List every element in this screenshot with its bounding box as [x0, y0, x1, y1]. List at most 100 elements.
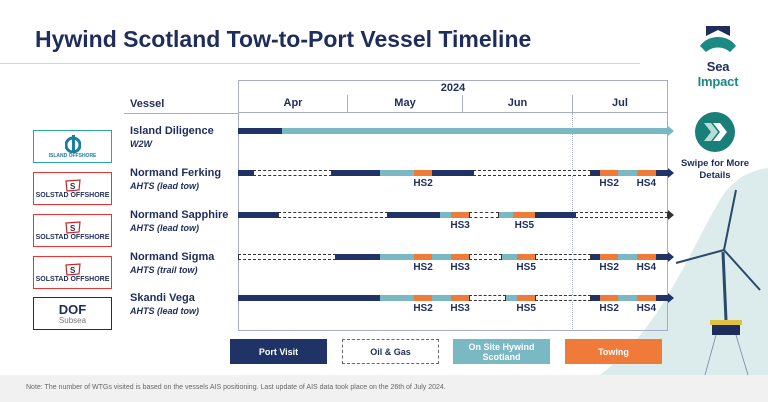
segment-on-site	[380, 254, 414, 260]
segment-port-visit	[238, 170, 253, 176]
swipe-for-details[interactable]: Swipe for More Details	[680, 112, 750, 182]
site-label: HS4	[635, 262, 658, 273]
segment-towing	[413, 170, 433, 176]
segment-port-visit	[590, 170, 600, 176]
segment-oil-gas	[238, 254, 337, 260]
month-header-apr: Apr	[238, 95, 348, 113]
site-label: HS5	[515, 303, 537, 314]
dof-subsea-logo: DOF Subsea	[33, 297, 112, 330]
island-offshore-emblem-icon	[64, 134, 81, 153]
segment-port-visit	[387, 212, 440, 218]
segment-port-visit	[238, 128, 282, 134]
segment-oil-gas	[535, 295, 591, 301]
segment-oil-gas	[469, 212, 499, 218]
segment-towing	[450, 254, 470, 260]
site-label: HS2	[598, 178, 620, 189]
site-label: HS4	[635, 178, 658, 189]
month-header-may: May	[347, 95, 463, 113]
vessel-name: Normand Sapphire	[130, 209, 229, 221]
segment-on-site	[502, 254, 517, 260]
segment-port-visit	[590, 254, 600, 260]
segment-oil-gas	[277, 212, 388, 218]
site-label: HS2	[412, 262, 434, 273]
segment-on-site	[618, 295, 638, 301]
sea-impact-emblem-icon	[700, 26, 736, 52]
site-label: HS3	[449, 303, 471, 314]
page-title: Hywind Scotland Tow-to-Port Vessel Timel…	[35, 26, 532, 52]
legend-on-site: On Site Hywind Scotland	[453, 339, 550, 364]
site-label: HS2	[412, 178, 434, 189]
vessel-name: Skandi Vega	[130, 292, 195, 304]
arrow-right-icon	[668, 252, 674, 262]
segment-port-visit	[590, 295, 600, 301]
solstad-flag-icon: S	[64, 220, 81, 234]
segment-port-visit	[655, 170, 668, 176]
segment-oil-gas	[535, 254, 591, 260]
solstad-offshore-logo: S SOLSTAD OFFSHORE	[33, 256, 112, 289]
title-divider	[0, 63, 640, 64]
segment-port-visit	[535, 212, 576, 218]
segment-on-site	[432, 254, 451, 260]
timeline-grid	[238, 80, 668, 331]
segment-towing	[637, 295, 656, 301]
svg-text:S: S	[70, 224, 76, 233]
segment-on-site	[380, 170, 414, 176]
segment-towing	[599, 254, 619, 260]
vessel-type: AHTS (lead tow)	[130, 223, 199, 233]
segment-towing	[637, 170, 656, 176]
site-label: HS3	[449, 220, 471, 231]
segment-towing	[413, 254, 433, 260]
segment-on-site	[618, 254, 638, 260]
sea-impact-logo: Sea Impact	[688, 24, 748, 89]
arrow-right-icon	[668, 126, 674, 136]
vessel-name: Island Diligence	[130, 125, 214, 137]
segment-oil-gas	[575, 212, 668, 218]
island-offshore-logo: ISLAND OFFSHORE	[33, 130, 112, 163]
site-label: HS4	[635, 303, 658, 314]
arrow-right-icon	[668, 210, 674, 220]
segment-on-site	[281, 128, 668, 134]
segment-towing	[450, 295, 470, 301]
header-divider	[124, 113, 238, 114]
site-label: HS2	[412, 303, 434, 314]
segment-towing	[599, 295, 619, 301]
vessel-column-header: Vessel	[130, 98, 165, 110]
segment-towing	[517, 254, 536, 260]
segment-port-visit	[655, 295, 668, 301]
arrow-right-icon	[668, 293, 674, 303]
segment-towing	[450, 212, 470, 218]
segment-on-site	[498, 212, 514, 218]
site-label: HS5	[513, 220, 536, 231]
vessel-type: AHTS (trail tow)	[130, 265, 198, 275]
svg-text:S: S	[70, 182, 76, 191]
segment-towing	[517, 295, 536, 301]
segment-port-visit	[238, 295, 381, 301]
segment-port-visit	[336, 254, 381, 260]
site-label: HS5	[515, 262, 537, 273]
arrow-right-icon	[668, 168, 674, 178]
segment-on-site	[380, 295, 414, 301]
legend-towing: Towing	[565, 339, 662, 364]
site-label: HS3	[449, 262, 471, 273]
segment-oil-gas	[469, 254, 503, 260]
vessel-type: W2W	[130, 139, 152, 149]
segment-port-visit	[432, 170, 473, 176]
vessel-name: Normand Ferking	[130, 167, 222, 179]
legend-oil-gas: Oil & Gas	[342, 339, 439, 364]
site-label: HS2	[598, 303, 620, 314]
swipe-label: Swipe for More Details	[680, 158, 750, 181]
segment-on-site	[432, 295, 451, 301]
solstad-flag-icon: S	[64, 178, 81, 192]
vessel-name: Normand Sigma	[130, 251, 215, 263]
month-header-jul: Jul	[572, 95, 668, 113]
solstad-offshore-logo: S SOLSTAD OFFSHORE	[33, 172, 112, 205]
segment-port-visit	[655, 254, 668, 260]
double-chevron-right-icon[interactable]	[695, 112, 735, 152]
segment-port-visit	[332, 170, 381, 176]
segment-towing	[637, 254, 656, 260]
segment-oil-gas	[473, 170, 591, 176]
segment-on-site	[439, 212, 451, 218]
current-date-line	[572, 113, 573, 331]
segment-towing	[513, 212, 536, 218]
